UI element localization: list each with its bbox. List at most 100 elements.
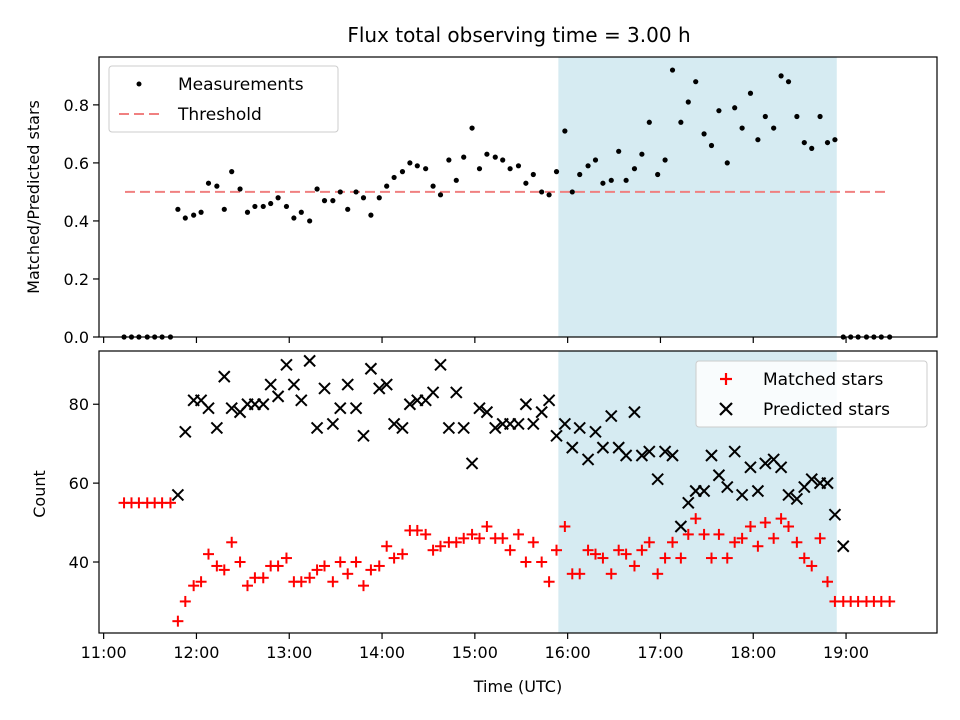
matched-star-point [759,517,771,529]
predicted-star-point [218,370,231,383]
predicted-star-points [171,354,850,553]
measurement-point [500,157,506,163]
predicted-star-point [705,449,718,462]
predicted-star-point [542,394,556,407]
matched-star-point [806,560,818,572]
x-tick-label: 19:00 [823,643,869,662]
predicted-star-point [318,382,331,395]
y-tick-label: 60 [69,474,89,493]
legend-predicted-label: Predicted stars [763,400,890,420]
predicted-star-point [179,425,192,439]
matched-star-point [411,524,423,536]
top-measurement-points [121,67,893,340]
measurement-point [646,119,652,125]
measurement-point [631,166,638,172]
measurement-point [600,180,606,186]
matched-star-point [481,521,493,533]
measurement-point [569,189,575,195]
measurement-point [291,215,297,221]
measurement-point [376,195,382,201]
matched-star-point [814,532,826,544]
matched-star-point [705,552,717,564]
matched-star-point [504,544,516,556]
predicted-star-point [310,421,324,435]
predicted-star-point [295,394,308,407]
x-tick-label: 13:00 [266,643,312,662]
predicted-star-point [334,401,347,415]
matched-star-point [543,576,555,588]
matched-star-point [643,536,655,548]
predicted-star-point [712,469,726,482]
matched-star-points [118,497,896,627]
legend-matched-marker [720,373,732,385]
measurement-point [353,189,359,195]
matched-star-point [211,560,223,572]
predicted-star-point [744,461,757,474]
predicted-star-point [605,409,618,423]
predicted-star-point [396,421,409,435]
measurement-point [553,169,560,175]
measurement-point [716,108,722,114]
predicted-star-point [643,445,656,458]
bottom-legend-box [695,360,928,428]
measurement-point [639,151,645,157]
legend-threshold-label: Threshold [177,105,262,125]
measurement-point [755,137,761,143]
bottom-y-axis-title: Count [30,470,49,518]
measurement-point [453,177,459,183]
measurement-point [237,186,243,192]
y-tick-label: 0.6 [64,154,89,173]
measurement-point [669,67,676,73]
measurement-point [345,206,351,212]
predicted-star-point [527,417,540,431]
matched-star-point [721,552,733,564]
legend-predicted-marker [719,402,733,416]
matched-star-point [450,536,462,548]
matched-star-point [527,536,539,548]
predicted-star-point [573,421,586,435]
measurement-point [623,177,629,183]
bottom-axes-frame [98,350,938,634]
measurement-point [785,79,792,85]
matched-star-point [659,552,671,564]
measurement-point [307,218,313,224]
matched-star-point [327,576,339,588]
predicted-star-point [473,401,486,415]
measurement-point [399,169,406,175]
matched-star-point [241,580,253,592]
bottom-panel: 40 60 80 11:00 12:00 13:00 14:00 15:00 16:00 17:… [30,350,938,696]
matched-star-point [690,513,702,525]
matched-star-point [744,521,756,533]
measurement-point [724,160,730,166]
predicted-star-point [735,488,749,502]
measurement-point [507,166,513,172]
legend-measurement-label: Measurements [178,75,304,95]
matched-star-point [311,564,323,576]
measurement-point [330,198,336,204]
predicted-star-point [210,421,224,435]
measurement-point [423,166,429,172]
predicted-star-point [442,421,456,435]
predicted-star-point [357,429,370,443]
matched-star-point [512,528,524,540]
predicted-star-point [489,421,502,435]
measurement-point [832,137,838,143]
matched-star-point [427,544,439,556]
matched-star-point [295,576,307,588]
predicted-star-point [519,398,533,411]
measurement-point [546,192,552,198]
y-tick-label: 80 [69,395,89,414]
predicted-star-point [480,405,494,419]
measurement-point [708,142,715,149]
measurement-point [616,148,622,154]
x-tick-label: 11:00 [81,643,127,662]
predicted-star-point [821,476,834,490]
y-tick-label: 0.8 [64,96,89,115]
predicted-star-point [658,445,672,458]
matched-star-point [257,572,269,584]
predicted-star-point [751,484,765,498]
matched-star-point [713,528,725,540]
matched-star-point [473,532,485,544]
measurement-point [314,186,320,192]
matched-star-point [357,580,369,592]
